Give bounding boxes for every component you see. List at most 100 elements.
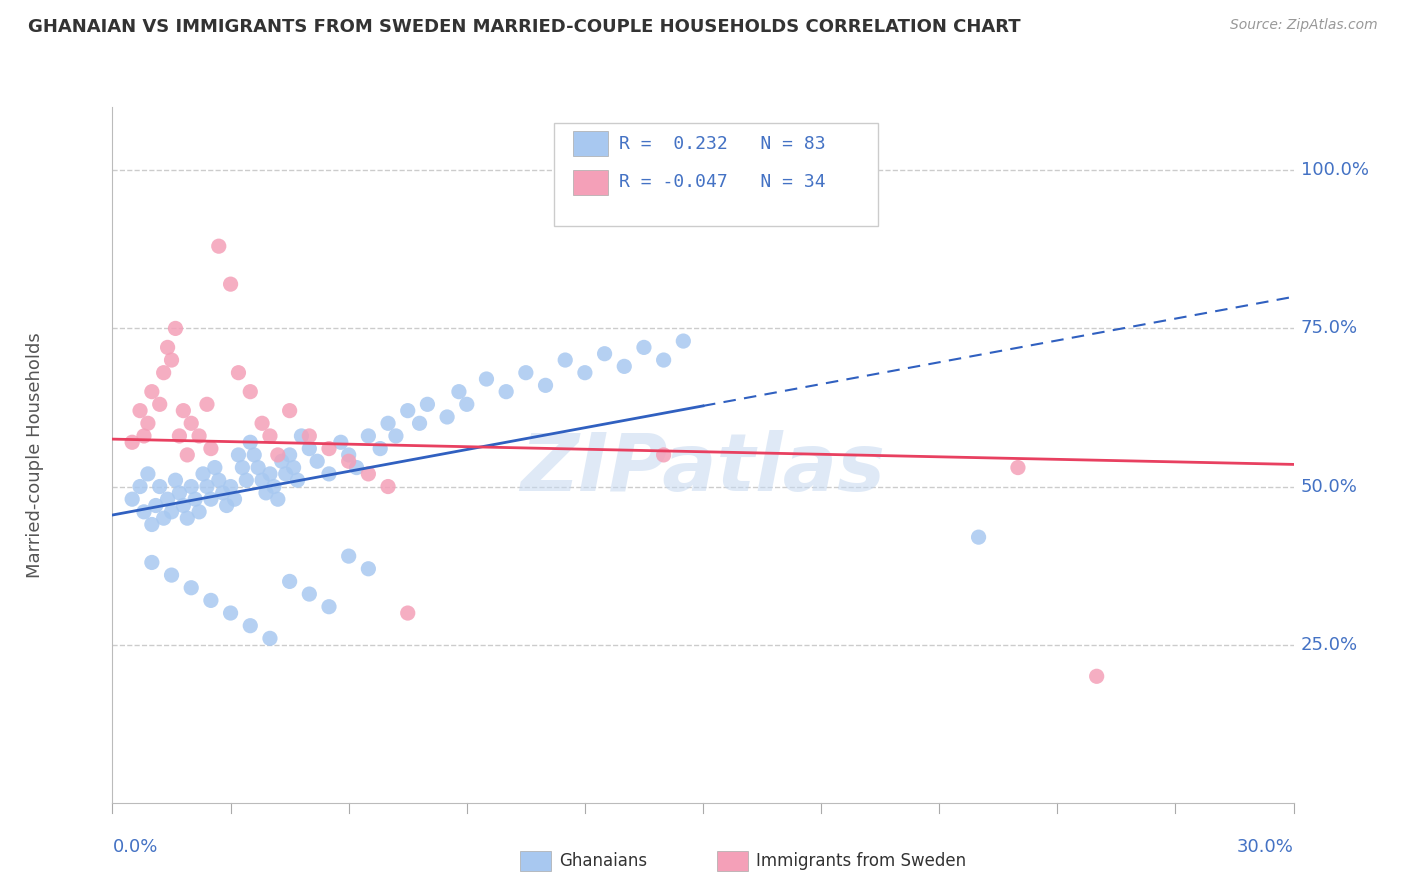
Point — [235, 473, 257, 487]
Point — [224, 492, 246, 507]
Point — [1085, 669, 1108, 683]
Point — [346, 460, 368, 475]
Point — [172, 499, 194, 513]
Point — [188, 429, 211, 443]
Point — [337, 549, 360, 563]
Point — [184, 492, 207, 507]
Point — [200, 593, 222, 607]
Point — [337, 448, 360, 462]
Point — [250, 417, 273, 431]
Point — [554, 353, 576, 368]
Point — [278, 448, 301, 462]
Point — [254, 486, 277, 500]
Point — [121, 435, 143, 450]
Point — [298, 587, 321, 601]
Point — [152, 511, 174, 525]
Point — [149, 479, 172, 493]
Point — [228, 448, 250, 462]
Point — [156, 340, 179, 354]
Text: Immigrants from Sweden: Immigrants from Sweden — [756, 852, 966, 870]
Point — [172, 403, 194, 417]
Point — [259, 429, 281, 443]
Point — [337, 454, 360, 468]
Point — [136, 417, 159, 431]
Text: GHANAIAN VS IMMIGRANTS FROM SWEDEN MARRIED-COUPLE HOUSEHOLDS CORRELATION CHART: GHANAIAN VS IMMIGRANTS FROM SWEDEN MARRI… — [28, 18, 1021, 36]
Point — [278, 403, 301, 417]
Point — [329, 435, 352, 450]
Point — [180, 479, 202, 493]
Point — [259, 632, 281, 646]
Text: R =  0.232   N = 83: R = 0.232 N = 83 — [619, 135, 825, 153]
Point — [385, 429, 408, 443]
Point — [141, 556, 163, 570]
Point — [243, 448, 266, 462]
Point — [239, 618, 262, 632]
Point — [145, 499, 167, 513]
Point — [534, 378, 557, 392]
Point — [307, 454, 329, 468]
Point — [1007, 460, 1029, 475]
Point — [219, 606, 242, 620]
Text: 75.0%: 75.0% — [1301, 319, 1358, 337]
Text: Married-couple Households: Married-couple Households — [27, 332, 44, 578]
Point — [318, 467, 340, 481]
Point — [176, 448, 198, 462]
Text: Ghanaians: Ghanaians — [560, 852, 648, 870]
Point — [219, 277, 242, 292]
Point — [165, 473, 187, 487]
Point — [169, 486, 191, 500]
Text: 100.0%: 100.0% — [1301, 161, 1368, 179]
Point — [215, 499, 238, 513]
Point — [357, 467, 380, 481]
Point — [180, 417, 202, 431]
Point — [239, 435, 262, 450]
Point — [377, 479, 399, 493]
Point — [176, 511, 198, 525]
Point — [121, 492, 143, 507]
Point — [180, 581, 202, 595]
Text: ZIPatlas: ZIPatlas — [520, 430, 886, 508]
Point — [274, 467, 297, 481]
Point — [408, 417, 430, 431]
Point — [436, 409, 458, 424]
Point — [495, 384, 517, 399]
Point — [211, 486, 233, 500]
Point — [298, 442, 321, 456]
Text: Source: ZipAtlas.com: Source: ZipAtlas.com — [1230, 18, 1378, 32]
Point — [298, 429, 321, 443]
Point — [267, 448, 290, 462]
Point — [165, 321, 187, 335]
Point — [447, 384, 470, 399]
Point — [416, 397, 439, 411]
Point — [188, 505, 211, 519]
Point — [195, 397, 218, 411]
Point — [270, 454, 292, 468]
Point — [228, 366, 250, 380]
Point — [160, 568, 183, 582]
Point — [377, 417, 399, 431]
Point — [263, 479, 285, 493]
Point — [195, 479, 218, 493]
Point — [278, 574, 301, 589]
Point — [247, 460, 270, 475]
Point — [290, 429, 312, 443]
Text: 0.0%: 0.0% — [112, 838, 157, 856]
Point — [318, 442, 340, 456]
Point — [231, 460, 253, 475]
Point — [396, 606, 419, 620]
Point — [259, 467, 281, 481]
Point — [396, 403, 419, 417]
Point — [672, 334, 695, 348]
Point — [160, 505, 183, 519]
Point — [141, 384, 163, 399]
Text: 30.0%: 30.0% — [1237, 838, 1294, 856]
Point — [456, 397, 478, 411]
Point — [357, 429, 380, 443]
Point — [239, 384, 262, 399]
Point — [593, 347, 616, 361]
Point — [652, 448, 675, 462]
Text: R = -0.047   N = 34: R = -0.047 N = 34 — [619, 173, 825, 191]
Point — [160, 353, 183, 368]
Point — [132, 429, 155, 443]
Point — [652, 353, 675, 368]
